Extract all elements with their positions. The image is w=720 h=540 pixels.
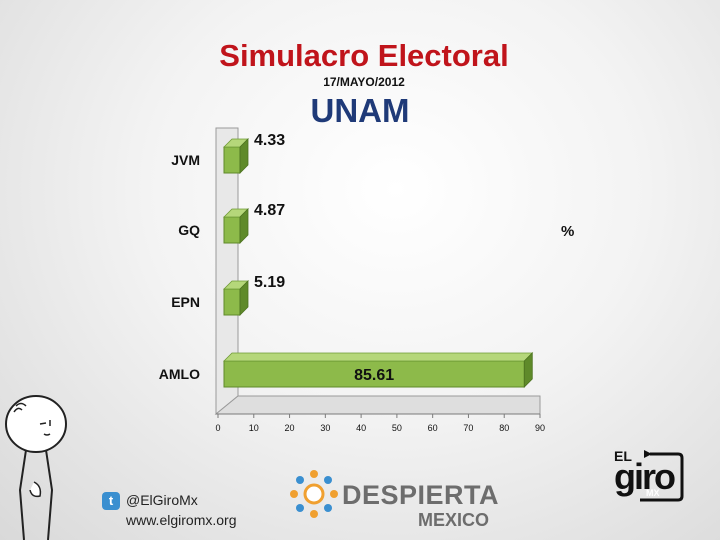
despierta-brand: DESPIERTA	[342, 480, 500, 510]
value-label-gq: 4.87	[254, 202, 285, 219]
category-label-gq: GQ	[178, 222, 200, 238]
value-label-epn: 5.19	[254, 274, 285, 291]
x-tick-label-0: 0	[215, 423, 220, 433]
x-tick-label-10: 10	[249, 423, 259, 433]
chart-floor	[214, 395, 541, 415]
chart-title: Simulacro Electoral	[219, 38, 509, 73]
bar-top-amlo	[223, 352, 534, 362]
bar-side-epn	[239, 280, 249, 316]
x-tick-label-50: 50	[392, 423, 402, 433]
value-label-jvm: 4.33	[254, 132, 285, 149]
unit-label: %	[561, 223, 575, 240]
twitter-handle: @ElGiroMx	[126, 492, 198, 508]
mexico-brand: MEXICO	[418, 510, 490, 530]
bar-side-jvm	[239, 138, 249, 174]
category-label-amlo: AMLO	[159, 366, 200, 382]
category-label-jvm: JVM	[171, 152, 200, 168]
twitter-icon: t	[102, 492, 120, 510]
bar-side-amlo	[523, 352, 533, 388]
x-axis-ticks: 0 10 20 30 40 50 60 70 80 90	[215, 414, 545, 433]
bar-amlo	[223, 360, 525, 388]
logo-el: EL	[614, 448, 632, 464]
x-tick-label-40: 40	[356, 423, 366, 433]
bar-jvm	[223, 146, 241, 174]
x-tick-label-80: 80	[499, 423, 509, 433]
bars-group: JVM 4.33 GQ 4.87 EPN 5.19 AMLO 85.61	[159, 132, 534, 388]
x-tick-label-70: 70	[463, 423, 473, 433]
x-tick-label-90: 90	[535, 423, 545, 433]
bar-gq	[223, 216, 241, 244]
chart-subtitle: UNAM	[310, 92, 410, 129]
logo-giro: giro	[614, 456, 676, 497]
category-label-epn: EPN	[171, 294, 200, 310]
website-link[interactable]: www.elgiromx.org	[126, 512, 237, 528]
cartoon-character	[5, 395, 67, 540]
x-tick-label-20: 20	[285, 423, 295, 433]
despierta-sun-icon	[290, 470, 338, 518]
chart-date: 17/MAYO/2012	[323, 75, 405, 89]
bar-side-gq	[239, 208, 249, 244]
x-tick-label-60: 60	[428, 423, 438, 433]
x-tick-label-30: 30	[320, 423, 330, 433]
logo-mx: MX	[646, 488, 660, 498]
bar-epn	[223, 288, 241, 316]
el-giro-logo-frame	[640, 450, 684, 502]
value-label-amlo: 85.61	[354, 367, 394, 384]
